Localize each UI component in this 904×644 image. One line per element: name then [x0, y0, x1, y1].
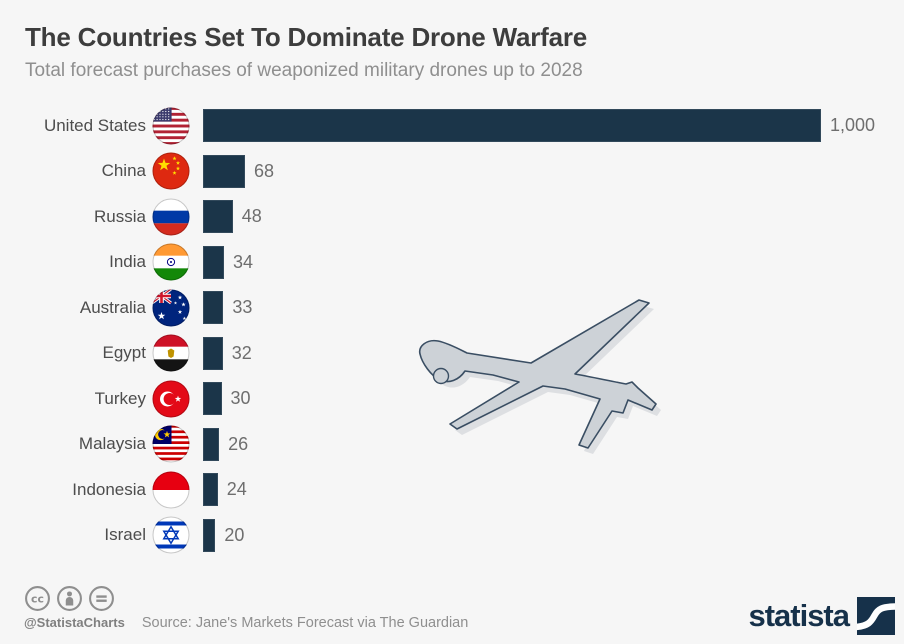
value-label: 48	[241, 206, 262, 227]
chart-row: India 34	[0, 240, 904, 286]
bar-united-states	[203, 109, 821, 143]
country-label: Indonesia	[72, 479, 146, 499]
value-label: 24	[226, 479, 247, 500]
country-label: United States	[43, 115, 146, 135]
bar-turkey	[203, 382, 222, 416]
cn-flag-icon	[152, 152, 190, 190]
statista-logo-icon	[857, 597, 895, 635]
country-label: Malaysia	[78, 434, 146, 454]
chart-row: Egypt 32	[0, 331, 904, 377]
in-flag-icon	[152, 243, 190, 281]
value-label: 1,000	[830, 115, 876, 136]
tr-flag-icon	[152, 380, 190, 418]
chart-row: Turkey 30	[0, 376, 904, 422]
chart-row: Malaysia 26	[0, 422, 904, 468]
country-label: Russia	[94, 206, 146, 226]
license-icons: cc	[24, 585, 468, 612]
au-flag-icon	[152, 289, 190, 327]
id-flag-icon	[152, 471, 190, 509]
statista-charts-handle: @StatistaCharts	[24, 615, 125, 630]
no-derivatives-icon	[88, 585, 115, 612]
eg-flag-icon	[152, 334, 190, 372]
country-label: India	[109, 252, 146, 272]
chart-row: Israel 20	[0, 513, 904, 559]
statista-wordmark: statista	[748, 598, 850, 633]
il-flag-icon	[152, 516, 190, 554]
chart-subtitle: Total forecast purchases of weaponized m…	[25, 60, 583, 81]
chart-row: Indonesia 24	[0, 467, 904, 513]
chart-row: China 68	[0, 149, 904, 195]
chart-title: The Countries Set To Dominate Drone Warf…	[25, 22, 588, 52]
bar-china	[203, 154, 245, 188]
country-label: China	[101, 161, 146, 181]
chart-row: Russia 48	[0, 194, 904, 240]
value-label: 34	[233, 251, 254, 272]
source-text: Source: Jane's Markets Forecast via The …	[141, 615, 469, 631]
bar-india	[203, 245, 224, 279]
country-label: Egypt	[102, 343, 146, 363]
value-label: 20	[224, 524, 245, 545]
value-label: 33	[232, 297, 253, 318]
header: The Countries Set To Dominate Drone Warf…	[25, 22, 587, 82]
ru-flag-icon	[152, 198, 190, 236]
drone-illustration	[405, 283, 705, 488]
value-label: 26	[228, 433, 249, 454]
value-label: 30	[230, 388, 251, 409]
cc-icon: cc	[24, 585, 51, 612]
bar-indonesia	[203, 473, 218, 507]
statista-logo: statista	[748, 597, 895, 635]
value-label: 68	[254, 160, 275, 181]
bar-egypt	[203, 336, 223, 370]
country-label: Australia	[79, 297, 146, 317]
chart-row: United States 1,000	[0, 103, 904, 149]
bar-australia	[203, 291, 224, 325]
footer-left: cc @StatistaCharts Source: Jane's Market…	[24, 585, 468, 631]
bar-chart: United States 1,000 China 68 Russia 48 Indi…	[0, 103, 904, 558]
us-flag-icon	[152, 107, 190, 145]
bar-malaysia	[203, 427, 220, 461]
my-flag-icon	[152, 425, 190, 463]
svg-text:cc: cc	[31, 592, 44, 605]
country-label: Turkey	[94, 388, 146, 408]
chart-row: Australia 33	[0, 285, 904, 331]
bar-russia	[203, 200, 233, 234]
value-label: 32	[231, 342, 252, 363]
country-label: Israel	[104, 525, 146, 545]
bar-israel	[203, 518, 216, 552]
attribution-icon	[56, 585, 83, 612]
